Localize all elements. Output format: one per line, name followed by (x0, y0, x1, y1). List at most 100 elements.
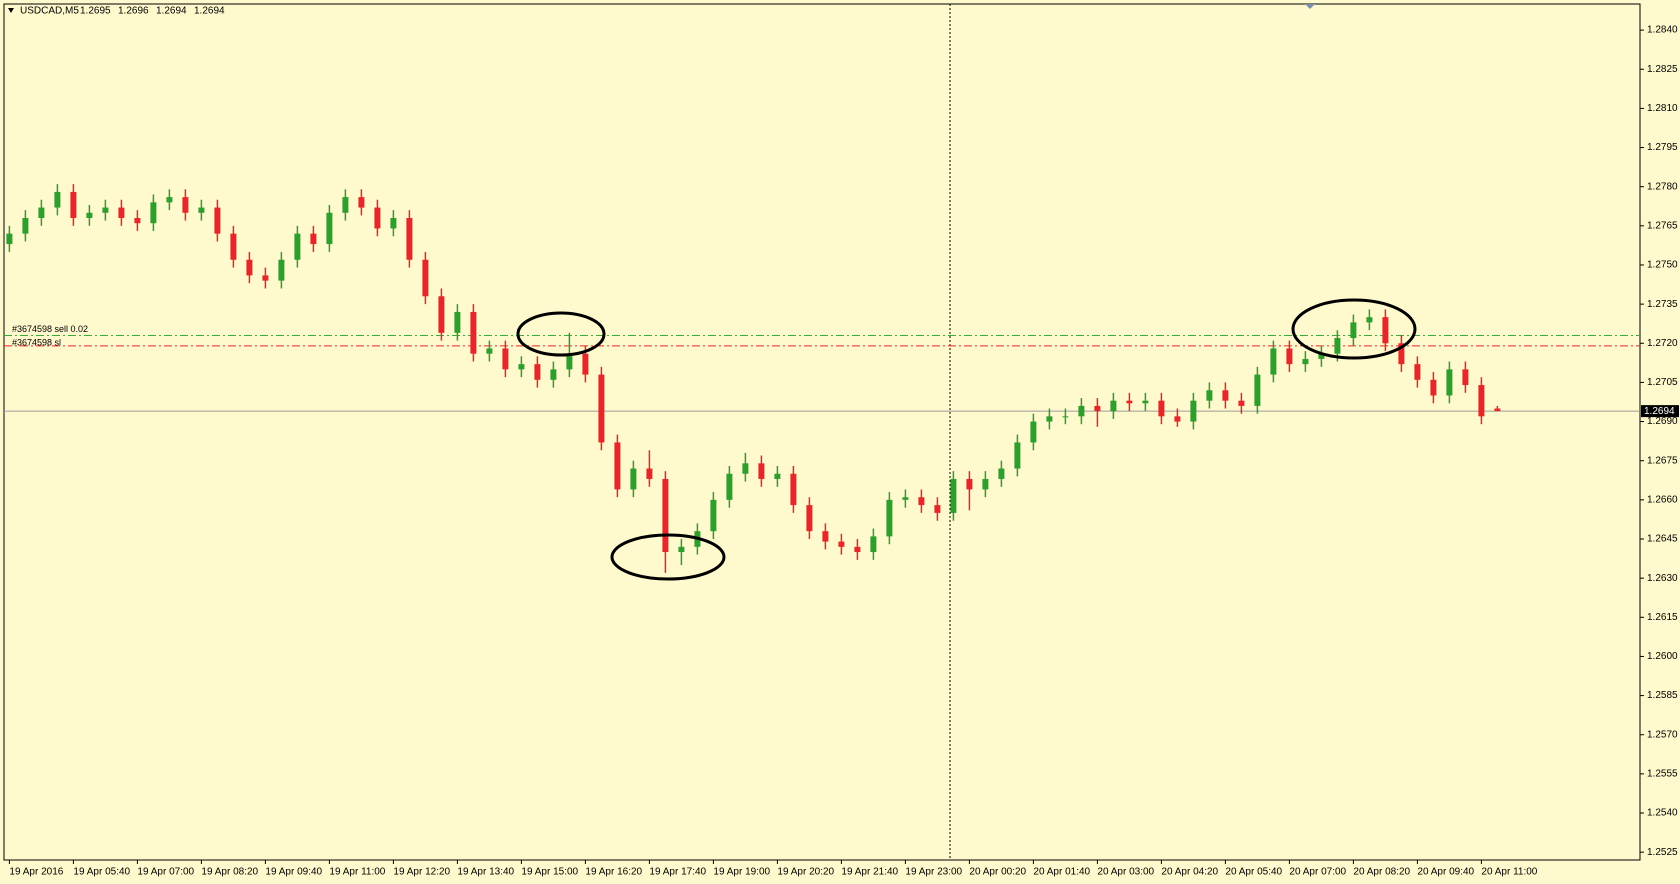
candle-body (1286, 348, 1293, 365)
x-tick-label: 19 Apr 20:20 (777, 867, 834, 878)
candle-body (1334, 338, 1341, 354)
y-tick-label: 1.2840 (1647, 25, 1678, 36)
candle-body (1318, 353, 1325, 359)
candle-body (342, 197, 349, 213)
y-tick-label: 1.2570 (1647, 729, 1678, 740)
candle-body (678, 546, 685, 553)
y-tick-label: 1.2690 (1647, 416, 1678, 427)
y-tick-label: 1.2765 (1647, 220, 1678, 231)
order-label: #3674598 sell 0.02 (12, 324, 88, 334)
current-price-label: 1.2694 (1644, 406, 1675, 417)
candle-body (1206, 390, 1213, 401)
y-tick-label: 1.2660 (1647, 494, 1678, 505)
candle-body (86, 212, 93, 218)
header-value: 1.2694 (194, 6, 225, 17)
candle-body (1398, 343, 1405, 365)
candle-body (1350, 322, 1357, 339)
candle-body (310, 233, 317, 245)
candle-body (886, 499, 893, 537)
candle-body (1462, 369, 1469, 386)
candle-body (742, 463, 749, 474)
candle-body (278, 259, 285, 281)
candle-body (614, 442, 621, 490)
candle-body (1062, 416, 1069, 418)
candle-body (1126, 400, 1133, 404)
candle-body (1190, 400, 1197, 422)
candle-body (966, 478, 973, 490)
annotation-circle (516, 311, 606, 357)
candle-body (1110, 400, 1117, 412)
candle-body (790, 473, 797, 506)
candle-body (22, 218, 29, 234)
candle-body (934, 505, 941, 513)
x-tick-label: 20 Apr 11:00 (1481, 867, 1537, 878)
candle-body (358, 197, 365, 208)
candle-body (294, 233, 301, 260)
candle-body (662, 478, 669, 553)
current-price-box (1641, 405, 1679, 418)
x-tick-label: 19 Apr 07:00 (137, 867, 194, 878)
x-tick-label: 19 Apr 08:20 (201, 867, 258, 878)
x-tick-label: 20 Apr 01:40 (1033, 867, 1090, 878)
x-tick-label: 20 Apr 03:00 (1097, 867, 1154, 878)
candle-body (902, 497, 909, 500)
x-tick-label: 20 Apr 09:40 (1417, 867, 1474, 878)
candle-body (1094, 405, 1101, 412)
candle-body (710, 499, 717, 532)
header-value: 1.2695 (80, 6, 111, 17)
y-tick-label: 1.2735 (1647, 299, 1678, 310)
x-tick-label: 19 Apr 21:40 (841, 867, 898, 878)
candle-body (70, 191, 77, 218)
candle-body (6, 233, 13, 245)
candle-body (438, 296, 445, 333)
candle-body (598, 374, 605, 443)
x-tick-label: 19 Apr 09:40 (265, 867, 322, 878)
x-tick-label: 19 Apr 11:00 (329, 867, 385, 878)
candle-body (1078, 405, 1085, 417)
candle-body (534, 364, 541, 380)
y-tick-label: 1.2780 (1647, 181, 1678, 192)
plot-frame (3, 3, 1641, 861)
y-tick-label: 1.2585 (1647, 690, 1678, 701)
candle-body (1158, 400, 1165, 417)
candle-body (1366, 317, 1373, 323)
candle-body (758, 463, 765, 479)
candle-body (214, 207, 221, 234)
x-tick-label: 20 Apr 07:00 (1289, 867, 1346, 878)
candle-body (822, 531, 829, 542)
candle-body (54, 191, 61, 208)
candle-body (1414, 364, 1421, 380)
candle-body (870, 536, 877, 553)
candle-body (1478, 385, 1485, 417)
y-tick-label: 1.2810 (1647, 103, 1678, 114)
x-tick-label: 19 Apr 2016 (9, 867, 63, 878)
x-tick-label: 20 Apr 05:40 (1225, 867, 1282, 878)
candle-body (630, 468, 637, 490)
x-tick-label: 19 Apr 15:00 (521, 867, 578, 878)
candle-body (518, 364, 525, 370)
candle-body (806, 505, 813, 532)
candle-body (166, 197, 173, 203)
scroll-marker (1305, 4, 1315, 9)
candle-body (1030, 421, 1037, 443)
candle-body (134, 218, 141, 224)
candle-body (838, 541, 845, 547)
candle-body (726, 473, 733, 500)
y-tick-label: 1.2600 (1647, 651, 1678, 662)
chart-title: USDCAD,M5 (20, 6, 79, 17)
x-tick-label: 19 Apr 12:20 (393, 867, 450, 878)
candle-body (1302, 358, 1309, 365)
y-tick-label: 1.2705 (1647, 377, 1678, 388)
candle-body (422, 259, 429, 297)
y-tick-label: 1.2540 (1647, 808, 1678, 819)
header-value: 1.2696 (118, 6, 149, 17)
y-tick-label: 1.2630 (1647, 573, 1678, 584)
y-tick-label: 1.2615 (1647, 612, 1678, 623)
y-tick-label: 1.2750 (1647, 260, 1678, 271)
candle-body (566, 353, 573, 370)
candle-body (118, 207, 125, 218)
candle-body (406, 218, 413, 260)
candle-body (246, 259, 253, 276)
candle-body (998, 468, 1005, 479)
